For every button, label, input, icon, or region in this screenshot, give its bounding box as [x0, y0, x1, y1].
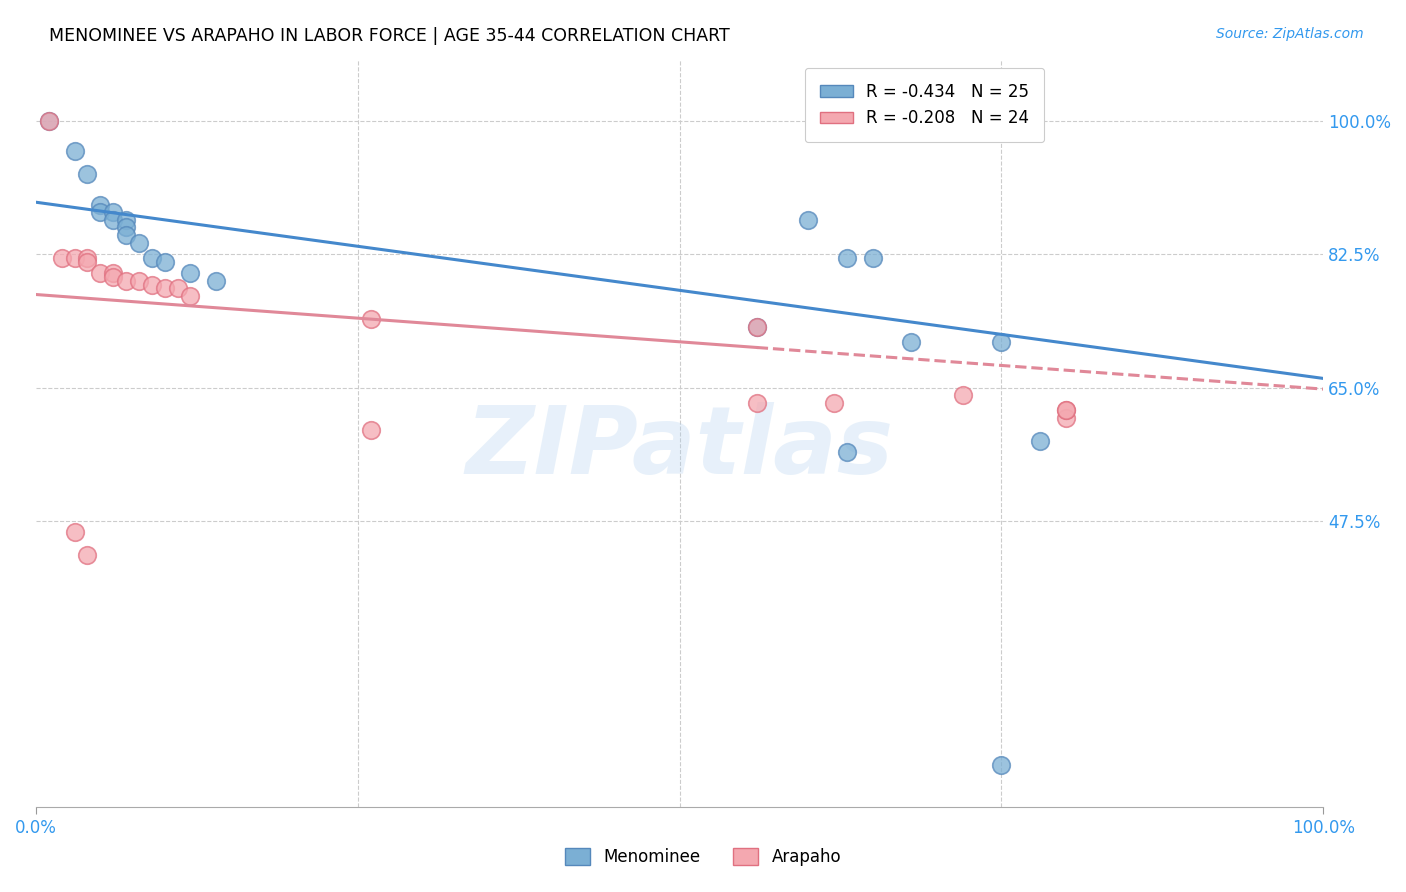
Legend: Menominee, Arapaho: Menominee, Arapaho [558, 841, 848, 873]
Point [166, 281, 188, 295]
Point [128, 235, 150, 250]
Point [89, 266, 111, 280]
Point [51, 251, 73, 265]
Point [89, 197, 111, 211]
Point [205, 274, 228, 288]
Point [900, 334, 922, 349]
Point [952, 388, 974, 402]
Point [101, 266, 124, 280]
Point [128, 274, 150, 288]
Point [745, 319, 768, 334]
Point [101, 270, 124, 285]
Point [153, 281, 176, 295]
Point [76, 251, 98, 265]
Point [835, 251, 858, 265]
Point [797, 212, 820, 227]
Text: MENOMINEE VS ARAPAHO IN LABOR FORCE | AGE 35-44 CORRELATION CHART: MENOMINEE VS ARAPAHO IN LABOR FORCE | AG… [49, 27, 730, 45]
Point [89, 205, 111, 219]
Legend: R = -0.434   N = 25, R = -0.208   N = 24: R = -0.434 N = 25, R = -0.208 N = 24 [804, 68, 1045, 142]
Point [63, 251, 86, 265]
Point [115, 212, 138, 227]
Point [63, 525, 86, 540]
Point [360, 312, 382, 326]
Point [1054, 411, 1077, 425]
Point [745, 319, 768, 334]
Point [835, 445, 858, 459]
Point [141, 251, 163, 265]
Point [990, 758, 1012, 772]
Point [360, 423, 382, 437]
Point [862, 251, 884, 265]
Point [38, 113, 60, 128]
Point [115, 274, 138, 288]
Point [1054, 403, 1077, 417]
Point [115, 220, 138, 235]
Point [153, 254, 176, 268]
Point [990, 334, 1012, 349]
Point [1054, 403, 1077, 417]
Point [76, 549, 98, 563]
Point [101, 205, 124, 219]
Text: ZIPatlas: ZIPatlas [465, 402, 894, 494]
Point [141, 277, 163, 292]
Point [63, 144, 86, 158]
Text: Source: ZipAtlas.com: Source: ZipAtlas.com [1216, 27, 1364, 41]
Point [745, 396, 768, 410]
Point [179, 266, 201, 280]
Point [115, 227, 138, 242]
Point [76, 254, 98, 268]
Point [1029, 434, 1052, 448]
Point [76, 167, 98, 181]
Point [38, 113, 60, 128]
Point [101, 212, 124, 227]
Point [179, 289, 201, 303]
Point [823, 396, 845, 410]
